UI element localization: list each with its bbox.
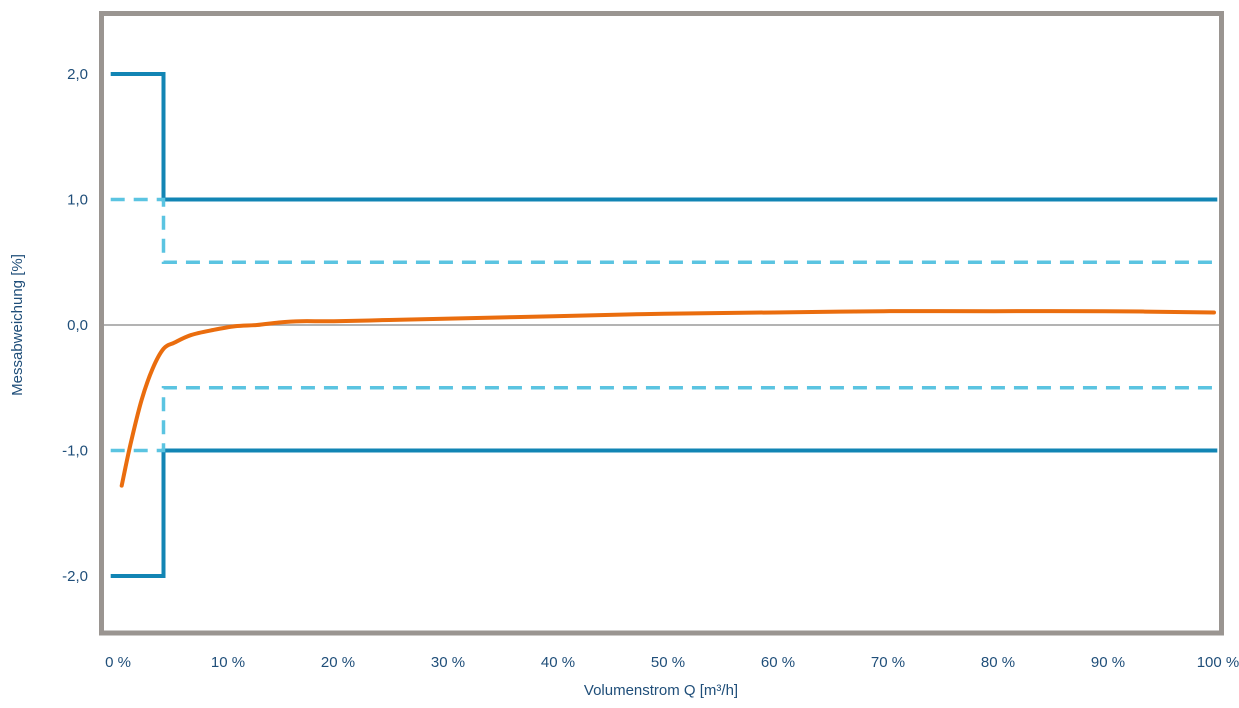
tick-labels: 2,0 1,0 0,0 -1,0 -2,0 0 % 10 % 20 % 30 % 40 % 50 %… (62, 66, 1239, 671)
x-tick-label: 60 % (761, 654, 795, 671)
series-line-2 (110, 448, 1218, 578)
y-tick-label: -1,0 (62, 443, 88, 460)
x-tick-label: 10 % (211, 654, 245, 671)
series-line-3 (110, 197, 1218, 264)
x-tick-label: 100 % (1197, 654, 1239, 671)
series-line-4 (110, 386, 1218, 453)
y-tick-label: -2,0 (62, 568, 88, 585)
series-line-1 (110, 72, 1218, 202)
y-tick-label: 0,0 (67, 317, 88, 334)
x-tick-label: 90 % (1091, 654, 1125, 671)
y-axis-title: Messabweichung [%] (9, 254, 26, 396)
plot-area (99, 11, 1224, 636)
series-line-5 (119, 309, 1216, 488)
x-axis-title: Volumenstrom Q [m³/h] (584, 682, 738, 699)
x-tick-label: 70 % (871, 654, 905, 671)
x-tick-label: 40 % (541, 654, 575, 671)
x-tick-label: 50 % (651, 654, 685, 671)
x-tick-label: 0 % (105, 654, 131, 671)
x-tick-label: 20 % (321, 654, 355, 671)
x-tick-label: 80 % (981, 654, 1015, 671)
y-tick-label: 1,0 (67, 192, 88, 209)
y-tick-label: 2,0 (67, 66, 88, 83)
x-tick-label: 30 % (431, 654, 465, 671)
plot-frame (99, 11, 1224, 636)
